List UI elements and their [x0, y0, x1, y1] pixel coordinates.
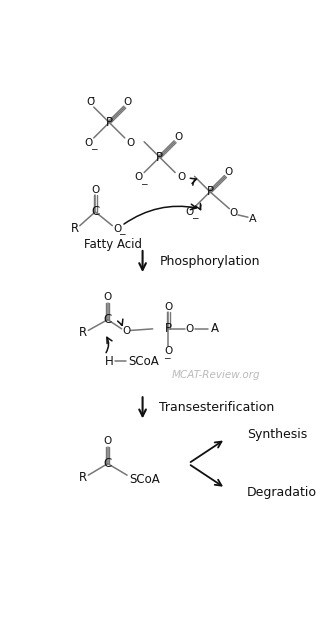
- Text: R: R: [79, 471, 87, 484]
- Text: O: O: [84, 138, 93, 148]
- Text: C: C: [104, 457, 112, 470]
- Text: O: O: [186, 324, 194, 334]
- Text: P: P: [206, 185, 214, 198]
- Text: O: O: [185, 207, 193, 217]
- Text: O: O: [135, 172, 143, 182]
- Text: Transesterification: Transesterification: [159, 401, 274, 414]
- Text: SCoA: SCoA: [130, 472, 160, 485]
- Text: O: O: [122, 326, 131, 336]
- Text: R: R: [71, 222, 79, 235]
- Text: R: R: [79, 326, 87, 339]
- Text: C: C: [104, 313, 112, 326]
- Text: −: −: [90, 144, 98, 153]
- Text: O: O: [174, 132, 182, 142]
- Text: O: O: [164, 302, 172, 312]
- Text: H: H: [105, 354, 114, 368]
- Text: O: O: [229, 208, 237, 218]
- Text: P: P: [165, 322, 172, 335]
- Text: O: O: [164, 346, 172, 356]
- Text: O: O: [224, 167, 233, 177]
- Text: Synthesis: Synthesis: [247, 428, 307, 441]
- Text: P: P: [106, 116, 113, 129]
- Text: P: P: [156, 151, 163, 164]
- Text: −: −: [191, 214, 198, 222]
- Text: C: C: [91, 206, 100, 218]
- Text: O̅: O̅: [87, 97, 95, 108]
- Text: MCAT-Review.org: MCAT-Review.org: [172, 370, 260, 380]
- Text: O: O: [113, 224, 121, 234]
- Text: Phosphorylation: Phosphorylation: [160, 255, 260, 268]
- Text: A: A: [211, 322, 219, 335]
- Text: Fatty Acid: Fatty Acid: [84, 239, 142, 252]
- Text: −: −: [163, 354, 170, 363]
- Text: A: A: [249, 214, 257, 224]
- Text: O: O: [91, 185, 100, 195]
- Text: O: O: [104, 436, 112, 446]
- Text: Degradation: Degradation: [247, 487, 316, 500]
- Text: O: O: [127, 138, 135, 148]
- Text: O: O: [104, 292, 112, 302]
- Text: −: −: [118, 229, 125, 238]
- Text: −: −: [140, 179, 148, 188]
- Text: SCoA: SCoA: [128, 354, 159, 368]
- Text: O: O: [124, 97, 132, 108]
- Text: O: O: [177, 172, 185, 182]
